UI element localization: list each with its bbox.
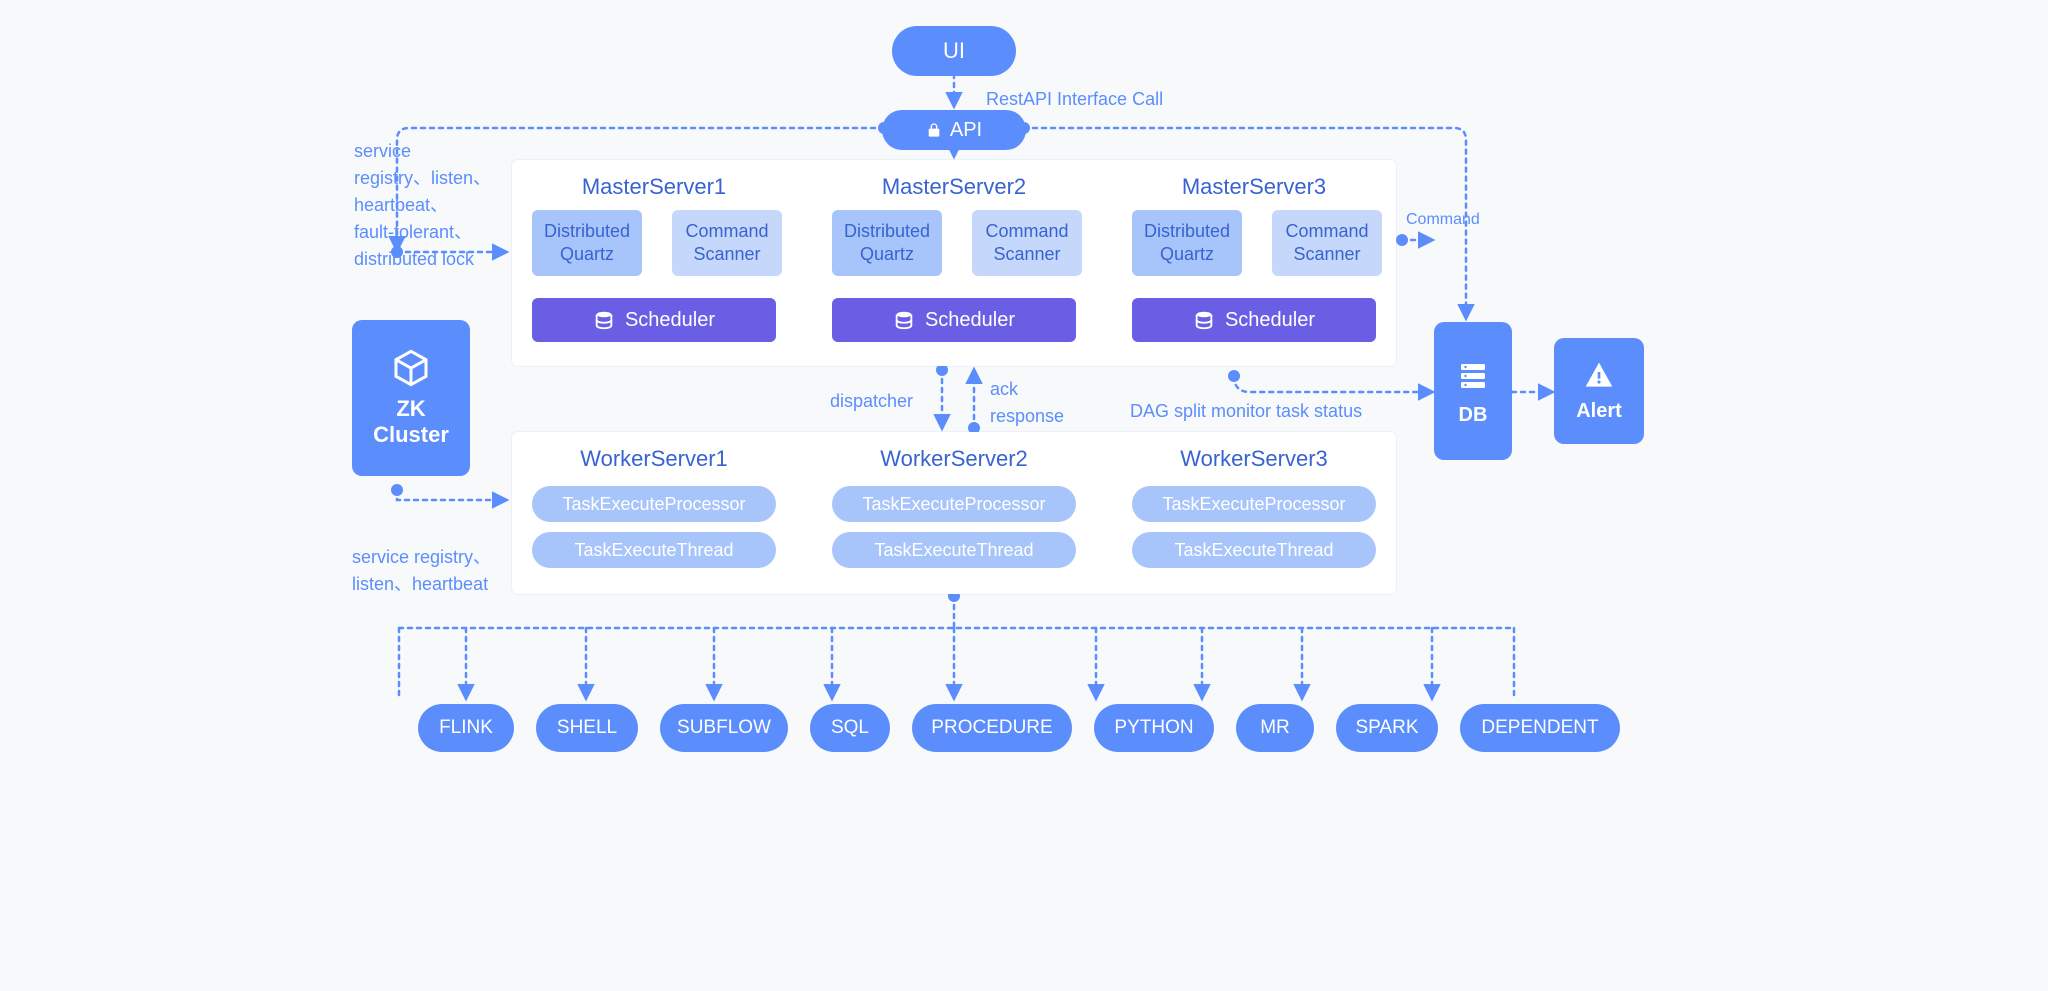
task-processor-pill: TaskExecuteProcessor <box>1132 486 1376 522</box>
master-title: MasterServer1 <box>514 160 794 200</box>
master-title: MasterServer2 <box>814 160 1094 200</box>
diagram-canvas: UI API RestAPI Interface Call service re… <box>234 0 1814 780</box>
worker-panel: WorkerServer2 TaskExecuteProcessor TaskE… <box>814 432 1094 592</box>
task-type-pill: DEPENDENT <box>1460 704 1620 752</box>
scheduler-box: Scheduler <box>832 298 1076 342</box>
api-label: API <box>950 119 982 142</box>
master-title: MasterServer3 <box>1114 160 1394 200</box>
worker-title: WorkerServer1 <box>514 432 794 472</box>
distributed-quartz-box: Distributed Quartz <box>832 210 942 276</box>
scheduler-icon <box>1193 309 1215 331</box>
task-processor-pill: TaskExecuteProcessor <box>532 486 776 522</box>
task-thread-pill: TaskExecuteThread <box>532 532 776 568</box>
task-thread-pill: TaskExecuteThread <box>832 532 1076 568</box>
command-label: Command <box>1406 208 1480 232</box>
zk-label: ZK Cluster <box>373 396 449 448</box>
scheduler-icon <box>893 309 915 331</box>
task-type-pill: SQL <box>810 704 890 752</box>
api-node: API <box>882 110 1026 150</box>
task-type-pill: PROCEDURE <box>912 704 1072 752</box>
task-type-pill: MR <box>1236 704 1314 752</box>
zk-note-bottom: service registry、 listen、heartbeat <box>352 544 491 598</box>
alert-label: Alert <box>1576 400 1622 423</box>
db-node: DB <box>1434 322 1512 460</box>
distributed-quartz-box: Distributed Quartz <box>1132 210 1242 276</box>
alert-node: Alert <box>1554 338 1644 444</box>
alert-icon <box>1581 360 1617 392</box>
scheduler-box: Scheduler <box>532 298 776 342</box>
task-type-pill: SUBFLOW <box>660 704 788 752</box>
distributed-quartz-box: Distributed Quartz <box>532 210 642 276</box>
ui-node: UI <box>892 26 1016 76</box>
scheduler-label: Scheduler <box>1225 309 1315 332</box>
db-icon <box>1455 356 1491 396</box>
command-scanner-box: Command Scanner <box>972 210 1082 276</box>
task-type-pill: FLINK <box>418 704 514 752</box>
master-panel: MasterServer2 Distributed Quartz Command… <box>814 160 1094 360</box>
lock-icon <box>926 122 942 138</box>
worker-panel: WorkerServer3 TaskExecuteProcessor TaskE… <box>1114 432 1394 592</box>
command-scanner-box: Command Scanner <box>672 210 782 276</box>
master-panel: MasterServer3 Distributed Quartz Command… <box>1114 160 1394 360</box>
zk-note-top: service registry、listen、 heartbeat、 faul… <box>354 138 491 273</box>
worker-title: WorkerServer2 <box>814 432 1094 472</box>
ui-label: UI <box>943 38 965 64</box>
dag-label: DAG split monitor task status <box>1130 398 1362 425</box>
db-label: DB <box>1459 404 1488 427</box>
ack-label: ack response <box>990 376 1064 430</box>
scheduler-icon <box>593 309 615 331</box>
worker-panel: WorkerServer1 TaskExecuteProcessor TaskE… <box>514 432 794 592</box>
command-scanner-box: Command Scanner <box>1272 210 1382 276</box>
scheduler-box: Scheduler <box>1132 298 1376 342</box>
task-type-pill: SHELL <box>536 704 638 752</box>
zk-cluster-node: ZK Cluster <box>352 320 470 476</box>
scheduler-label: Scheduler <box>925 309 1015 332</box>
cube-icon <box>391 348 431 388</box>
task-type-pill: SPARK <box>1336 704 1438 752</box>
scheduler-label: Scheduler <box>625 309 715 332</box>
task-processor-pill: TaskExecuteProcessor <box>832 486 1076 522</box>
task-type-pill: PYTHON <box>1094 704 1214 752</box>
worker-title: WorkerServer3 <box>1114 432 1394 472</box>
restapi-label: RestAPI Interface Call <box>986 86 1163 113</box>
master-panel: MasterServer1 Distributed Quartz Command… <box>514 160 794 360</box>
task-thread-pill: TaskExecuteThread <box>1132 532 1376 568</box>
dispatcher-label: dispatcher <box>830 388 913 415</box>
